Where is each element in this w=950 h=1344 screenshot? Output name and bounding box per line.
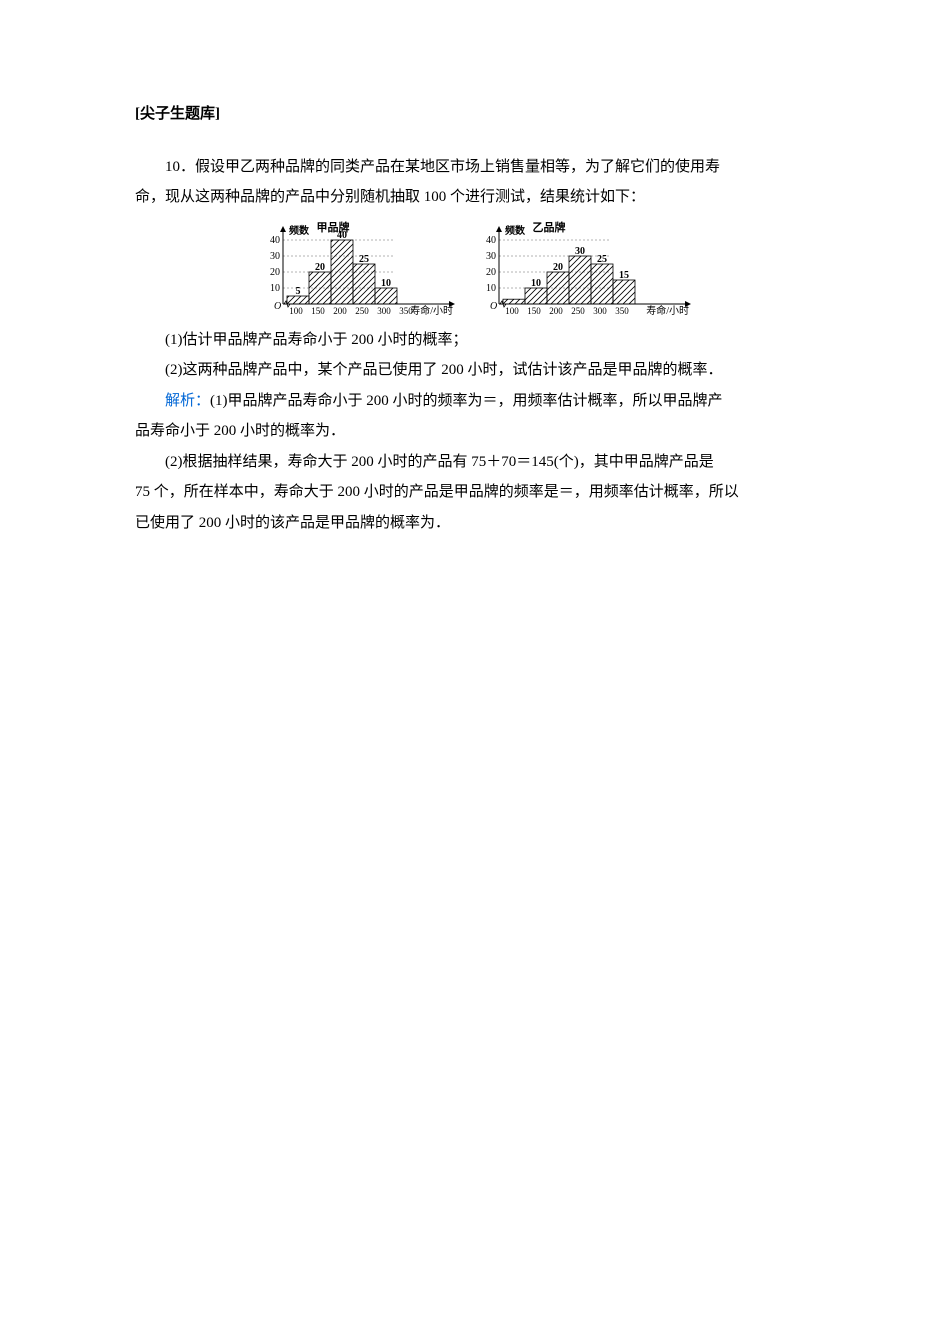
solution-line-1: 解析：(1)甲品牌产品寿命小于 200 小时的频率为＝，用频率估计概率，所以甲品… <box>135 387 815 416</box>
chart-yi: 10 20 30 40 10 20 30 25 15 O 乙品牌频数 100 150 200 250 300 3… <box>473 220 693 320</box>
section-header: [尖子生题库] <box>135 100 815 129</box>
svg-text:350: 350 <box>615 306 629 316</box>
svg-text:O: O <box>490 301 497 312</box>
svg-text:150: 150 <box>527 306 541 316</box>
stem-text-1: 假设甲乙两种品牌的同类产品在某地区市场上销售量相等，为了解它们的使用寿 <box>195 159 720 175</box>
svg-text:5: 5 <box>296 286 301 297</box>
sol-2b: 75 个，所在样本中，寿命大于 200 小时的产品是甲品牌的频率是＝，用频率估计… <box>135 478 815 507</box>
svg-text:寿命/小时: 寿命/小时 <box>410 304 453 317</box>
analysis-label: 解析： <box>165 393 210 409</box>
svg-text:200: 200 <box>333 306 347 316</box>
svg-text:30: 30 <box>270 251 280 262</box>
svg-text:25: 25 <box>597 254 607 265</box>
problem-number: 10． <box>165 159 195 175</box>
sol-1a: (1)甲品牌产品寿命小于 200 小时的频率为＝，用频率估计概率，所以甲品牌产 <box>210 393 723 409</box>
svg-text:200: 200 <box>549 306 563 316</box>
svg-text:150: 150 <box>311 306 325 316</box>
svg-text:30: 30 <box>575 246 585 257</box>
svg-text:甲品牌: 甲品牌 <box>317 220 350 234</box>
svg-text:10: 10 <box>270 283 280 294</box>
svg-text:25: 25 <box>359 254 369 265</box>
svg-text:250: 250 <box>355 306 369 316</box>
charts-container: 10203040520402510O甲品牌频数10015020025030035… <box>135 220 815 320</box>
bar-chart-yi: 10 20 30 40 10 20 30 25 15 O 乙品牌频数 100 150 200 250 300 3… <box>473 220 693 320</box>
svg-text:频数: 频数 <box>289 224 310 237</box>
svg-text:O: O <box>274 301 281 312</box>
question-1: (1)估计甲品牌产品寿命小于 200 小时的概率； <box>135 326 815 355</box>
svg-text:250: 250 <box>571 306 585 316</box>
sol-2a: (2)根据抽样结果，寿命大于 200 小时的产品有 75＋70＝145(个)，其… <box>135 448 815 477</box>
problem-stem-line1: 10．假设甲乙两种品牌的同类产品在某地区市场上销售量相等，为了解它们的使用寿 <box>135 153 815 182</box>
svg-text:频数: 频数 <box>505 224 526 237</box>
svg-text:20: 20 <box>486 267 496 278</box>
svg-text:100: 100 <box>505 306 519 316</box>
svg-text:40: 40 <box>486 235 496 246</box>
svg-text:乙品牌: 乙品牌 <box>533 220 566 234</box>
problem-stem-line2: 命，现从这两种品牌的产品中分别随机抽取 100 个进行测试，结果统计如下： <box>135 183 815 212</box>
svg-text:30: 30 <box>486 251 496 262</box>
svg-text:40: 40 <box>270 235 280 246</box>
svg-text:寿命/小时: 寿命/小时 <box>646 304 689 317</box>
svg-text:300: 300 <box>377 306 391 316</box>
svg-text:300: 300 <box>593 306 607 316</box>
question-2: (2)这两种品牌产品中，某个产品已使用了 200 小时，试估计该产品是甲品牌的概… <box>135 356 815 385</box>
svg-text:20: 20 <box>553 262 563 273</box>
chart-jia: 10203040520402510O甲品牌频数10015020025030035… <box>257 220 457 320</box>
bar-chart-jia: 10203040520402510O甲品牌频数10015020025030035… <box>257 220 457 320</box>
svg-text:10: 10 <box>381 278 391 289</box>
sol-2c: 已使用了 200 小时的该产品是甲品牌的概率为． <box>135 509 815 538</box>
sol-1b: 品寿命小于 200 小时的概率为． <box>135 417 815 446</box>
svg-text:10: 10 <box>531 278 541 289</box>
svg-text:10: 10 <box>486 283 496 294</box>
svg-text:100: 100 <box>289 306 303 316</box>
svg-text:15: 15 <box>619 270 629 281</box>
svg-text:20: 20 <box>270 267 280 278</box>
svg-text:20: 20 <box>315 262 325 273</box>
